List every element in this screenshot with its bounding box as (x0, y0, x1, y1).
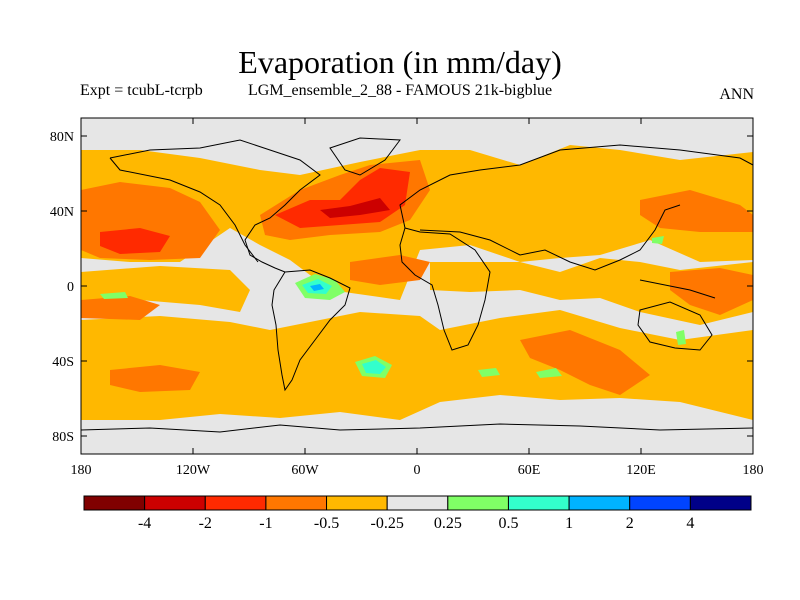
colorbar-swatch (326, 495, 388, 511)
experiment-label: Expt = tcubL-tcrpb (80, 82, 203, 99)
colorbar-label: -4 (138, 515, 151, 532)
lon-label: 120W (176, 463, 211, 478)
field-patch-pacific-band (81, 266, 250, 312)
lon-label: 180 (743, 463, 764, 478)
coast-greenland (329, 137, 401, 176)
coast-asia-south (419, 204, 681, 271)
field-patch-kuroshio-red (100, 228, 170, 254)
lon-labels: 180 120W 60W 0 60E 120E 180 (71, 463, 764, 478)
colorbar-swatch (629, 495, 691, 511)
lon-label: 120E (626, 463, 656, 478)
field-patch-s-indian (520, 330, 650, 395)
coast-africa (399, 227, 491, 351)
colorbar-label: 0.5 (498, 515, 518, 532)
colorbar: -4 -2 -1 -0.5 -0.25 0.25 0.5 1 2 4 (83, 495, 752, 532)
map-title: Evaporation (in mm/day) (238, 44, 562, 80)
lon-label: 0 (414, 463, 421, 478)
coast-south-america (271, 269, 351, 392)
field-patch-s-indian-green-2 (536, 368, 562, 378)
field-patch-gulfstream-core (320, 198, 390, 218)
coast-europe-asia (399, 144, 753, 229)
field-patch-gulfstream-red (275, 168, 410, 228)
colorbar-swatch (83, 495, 146, 511)
colorbar-swatch (507, 495, 570, 511)
coast-antarctica (81, 423, 753, 433)
field-patch-north-band (81, 145, 753, 300)
coastlines (81, 137, 753, 433)
map-field (81, 118, 753, 454)
field-patch-s-pacific (110, 365, 200, 392)
coast-north-america (109, 139, 321, 273)
field-patch-s-indian-green (478, 368, 500, 377)
lat-label: 40N (50, 205, 74, 220)
colorbar-swatch (386, 495, 449, 511)
field-patch-australia-green (676, 330, 686, 345)
colorbar-swatch (689, 495, 752, 511)
field-patch-e-pacific (81, 296, 160, 320)
colorbar-label: -1 (259, 515, 272, 532)
field-patch-s-atlantic-cyan (362, 360, 386, 374)
lat-label: 80S (52, 430, 74, 445)
coast-australia (637, 301, 713, 351)
colorbar-swatch (204, 495, 267, 511)
colorbar-label: 2 (626, 515, 634, 532)
colorbar-swatch (568, 495, 631, 511)
field-patch-amazon-blue (310, 284, 324, 291)
season-label: ANN (719, 86, 754, 103)
field-patch-warm-pool (670, 268, 753, 315)
lat-label: 40S (52, 355, 74, 370)
coast-north-america-west (109, 157, 259, 263)
colorbar-label: -2 (199, 515, 212, 532)
tick-marks (81, 118, 753, 454)
run-label: LGM_ensemble_2_88 - FAMOUS 21k-bigblue (248, 82, 553, 99)
colorbar-label: 1 (565, 515, 573, 532)
coast-indonesia (639, 279, 716, 299)
colorbar-swatch (447, 495, 509, 511)
colorbar-label: 4 (686, 515, 694, 532)
lon-label: 60W (291, 463, 319, 478)
lon-label: 60E (518, 463, 541, 478)
field-patch-pacific-green (100, 292, 128, 299)
lat-label: 80N (50, 130, 74, 145)
colorbar-swatch (144, 495, 206, 511)
colorbar-swatch (265, 495, 328, 511)
lat-label: 0 (67, 280, 74, 295)
field-patch-w-pacific (640, 190, 753, 232)
field-patch-w-pacific-green (652, 236, 664, 244)
colorbar-label: -0.25 (371, 515, 404, 532)
colorbar-label: 0.25 (434, 515, 462, 532)
colorbar-label: -0.5 (314, 515, 339, 532)
lat-labels: 80N 40N 0 40S 80S (50, 130, 74, 445)
field-patch-trop-atlantic (350, 255, 430, 285)
lon-label: 180 (71, 463, 92, 478)
